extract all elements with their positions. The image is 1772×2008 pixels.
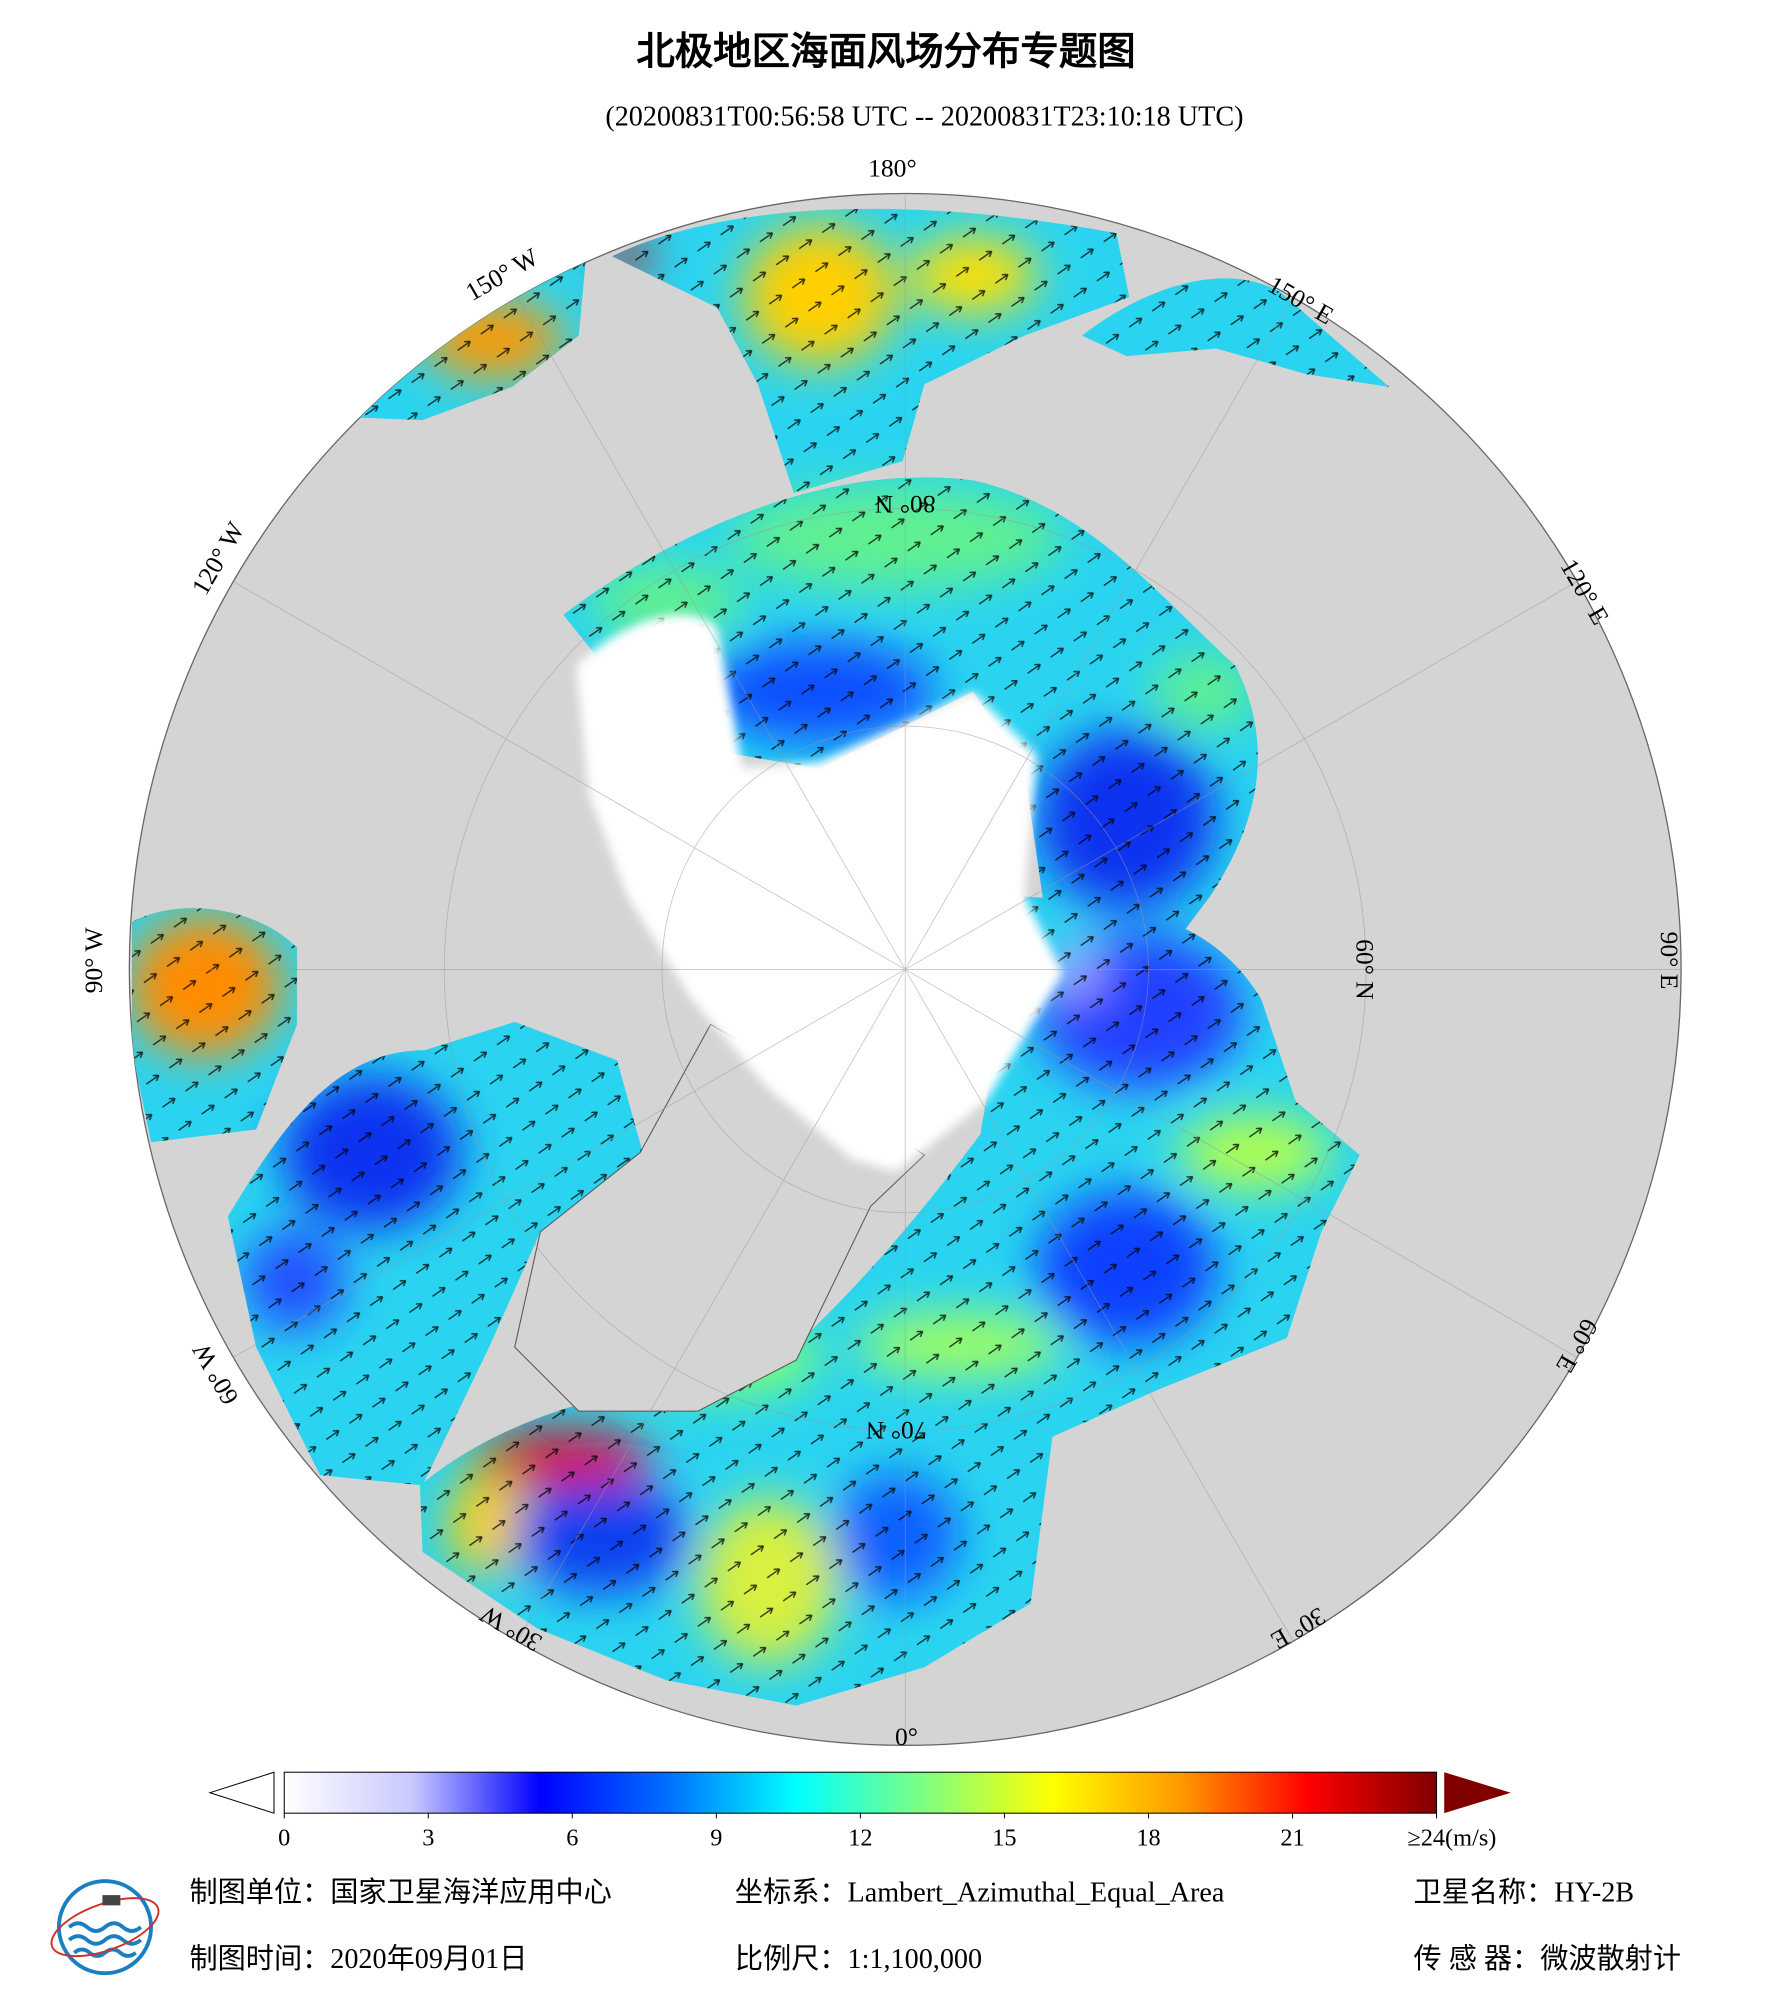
footer-coordinate-system: 坐标系：Lambert_Azimuthal_Equal_Area <box>735 1877 1225 1909</box>
latitude-label: 80° N <box>875 490 936 519</box>
longitude-label: 90° W <box>79 927 108 994</box>
sea-ice <box>576 614 1063 1172</box>
colorbar-tick-label: 12 <box>848 1825 872 1852</box>
colorbar-tick-label: 21 <box>1280 1825 1304 1852</box>
latitude-label: 70° N <box>866 1416 927 1445</box>
colorbar-tick-label: 9 <box>710 1825 722 1852</box>
footer-date: 制图时间：2020年09月01日 <box>189 1943 527 1975</box>
longitude-label: 180° <box>868 153 917 182</box>
map-title: 北极地区海面风场分布专题图 <box>636 29 1135 74</box>
latitude-label: 60° N <box>1350 939 1379 1000</box>
colorbar: 0 3 6 9 12 15 18 21 ≥24(m/s) <box>208 1771 1511 1852</box>
longitude-label: 0° <box>895 1722 918 1751</box>
colorbar-tick-label: 18 <box>1136 1825 1160 1852</box>
colorbar-tick-label: 3 <box>422 1825 434 1852</box>
colorbar-tick-label: 6 <box>566 1825 578 1852</box>
footer-scale: 比例尺：1:1,100,000 <box>735 1943 982 1975</box>
footer-unit: 制图单位：国家卫星海洋应用中心 <box>189 1877 611 1909</box>
colorbar-scale <box>283 1771 1438 1814</box>
footer-sensor: 传 感 器：微波散射计 <box>1414 1943 1681 1975</box>
latitude-labels: 60° N 80° N 70° N <box>866 490 1380 1445</box>
colorbar-tick-label: ≥24(m/s) <box>1407 1825 1496 1852</box>
graticule <box>129 193 1682 1746</box>
colorbar-under-arrow <box>208 1771 275 1814</box>
colorbar-tick-label: 15 <box>992 1825 1016 1852</box>
colorbar-over-arrow <box>1444 1772 1511 1814</box>
logo <box>50 1879 160 1976</box>
colorbar-tick-label: 0 <box>278 1825 290 1852</box>
map-subtitle: (20200831T00:56:58 UTC -- 20200831T23:10… <box>605 102 1243 133</box>
polar-map: 180° 150° E 120° E 90° E 60° E 30° E 0° … <box>79 153 1684 1751</box>
footer-satellite: 卫星名称：HY-2B <box>1414 1877 1635 1909</box>
longitude-label: 90° E <box>1655 932 1684 990</box>
